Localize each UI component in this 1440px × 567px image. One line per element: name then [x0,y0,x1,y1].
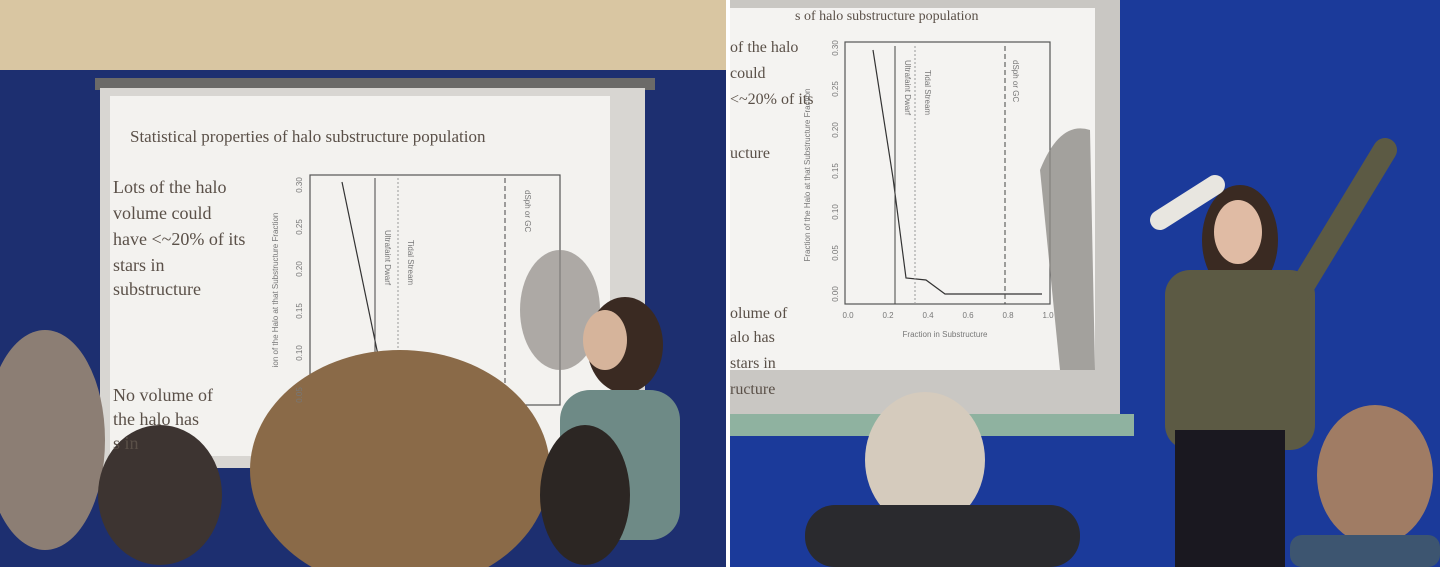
plot-label: dSph or GC [523,190,532,232]
y-tick-label: 0.15 [831,163,840,179]
slide [730,8,1095,370]
plot-label: Tidal Stream [406,240,415,285]
audience-body [805,505,1080,567]
shadow [1040,128,1095,370]
y-tick-label: 0.20 [295,261,304,277]
plot-label: Ultrafaint Dwarf [383,230,392,286]
x-axis-label: Fraction in Substructure [903,330,988,339]
slide-title: s of halo substructure population [795,9,979,24]
y-axis-label: ion of the Halo at that Substructure Fra… [271,213,280,368]
x-tick-label: 1.0 [1042,311,1054,320]
audience-head [0,330,105,550]
slide-bullet: substructure [113,279,201,299]
audience-head [250,350,550,567]
y-tick-label: 0.25 [295,219,304,235]
x-tick-label: 0.8 [1002,311,1014,320]
slide-bullet: s in [113,433,139,453]
y-tick-label: 0.25 [831,81,840,97]
plot-line [341,181,379,356]
plot-label: dSph or GC [1011,60,1020,102]
slide-bullet: stars in [730,355,776,372]
presenter-arm [1288,138,1397,302]
slide-bullet: Lots of the halo [113,177,226,197]
plot-label: Ultrafaint Dwarf [903,60,912,116]
presenter-face [1214,200,1262,264]
slide-bullet: ructure [730,381,775,398]
presenter-legs [1175,430,1285,567]
audience-head [1317,405,1433,545]
slide-bullet: alo has [730,329,775,346]
slide-bullet: of the halo [730,39,798,56]
x-tick-label: 0.4 [922,311,934,320]
slide-bullet: stars in [113,255,165,275]
y-tick-label: 0.15 [295,303,304,319]
audience-head [865,392,985,528]
right-photo [728,0,1440,567]
y-tick-label: 0.10 [295,345,304,361]
slide-bullet: volume could [113,203,211,223]
y-tick-label: 0.05 [831,245,840,261]
slide-bullet: ucture [730,145,770,162]
slide-bullet: <~20% of its [730,91,813,108]
plot-label: Tidal Stream [923,70,932,115]
audience-head [98,425,222,565]
left-photo [0,0,726,567]
y-tick-label: 0.00 [831,286,840,302]
y-tick-label: 0.30 [831,40,840,56]
audience-head [540,425,630,565]
slide-bullet: the halo has [113,409,199,429]
presenter-body [1165,270,1315,450]
x-tick-label: 0.2 [882,311,894,320]
x-tick-label: 0.0 [842,311,854,320]
slide-title: Statistical properties of halo substruct… [130,127,486,146]
slide-bullet: No volume of [113,385,213,405]
y-tick-label: 0.05 [295,387,304,403]
divider [726,0,730,567]
plot-line [872,49,1042,295]
screen-bar [95,78,655,90]
presenter-arm [1150,175,1225,230]
audience-body [1290,535,1440,567]
shadow [520,250,600,370]
presenter-face [583,310,627,370]
wall [0,0,726,70]
slide-bullet: have <~20% of its [113,229,245,249]
slide-bullet: could [730,65,766,82]
slide-bullet: olume of [730,305,788,322]
y-axis-label: Fraction of the Halo at that Substructur… [803,89,812,262]
y-tick-label: 0.10 [831,204,840,220]
y-tick-label: 0.30 [295,177,304,193]
y-tick-label: 0.20 [831,122,840,138]
x-tick-label: 0.6 [962,311,974,320]
